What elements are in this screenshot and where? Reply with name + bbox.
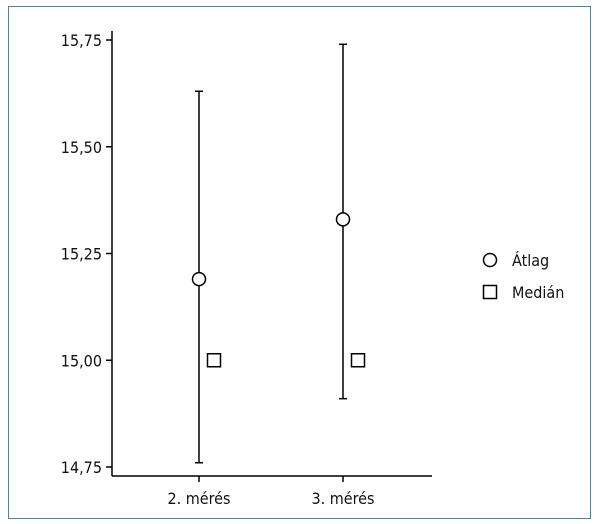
y-tick-label: 15,00 bbox=[61, 351, 102, 370]
y-tick-label: 15,50 bbox=[61, 138, 102, 157]
mean-point bbox=[335, 212, 351, 227]
median-point bbox=[350, 353, 366, 368]
legend-label: Medián bbox=[512, 283, 564, 302]
legend-circle-icon bbox=[482, 252, 498, 268]
mean-point bbox=[191, 271, 207, 287]
legend-square-icon bbox=[482, 284, 498, 300]
x-tick-label: 3. mérés bbox=[311, 489, 374, 508]
y-tick-label: 15,25 bbox=[61, 245, 102, 264]
y-tick-label: 14,75 bbox=[61, 458, 102, 477]
y-tick-label: 15,75 bbox=[61, 31, 102, 50]
median-point bbox=[206, 353, 222, 368]
legend-label: Átlag bbox=[512, 251, 549, 270]
x-tick-label: 2. mérés bbox=[167, 489, 230, 508]
